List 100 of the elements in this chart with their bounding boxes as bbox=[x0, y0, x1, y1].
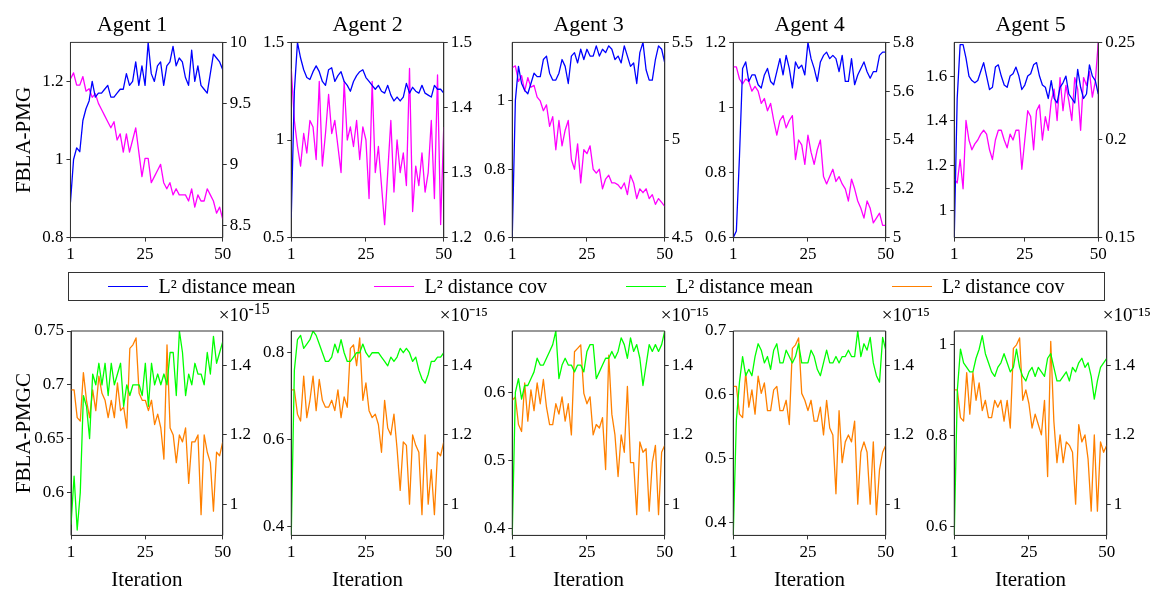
y2-tick-label: 0.25 bbox=[1105, 31, 1135, 51]
x-tick-label: 50 bbox=[1098, 542, 1116, 562]
legend-label: L² distance cov bbox=[941, 275, 1065, 298]
y2-tick-label: 10 bbox=[229, 31, 247, 51]
legend-label: L² distance mean bbox=[675, 275, 814, 298]
x-axis-title: Iteration bbox=[331, 566, 404, 591]
y2-tick-label: 1 bbox=[671, 493, 681, 513]
y2-tick-label: 0.2 bbox=[1105, 129, 1127, 149]
x-tick-label: 50 bbox=[877, 244, 895, 264]
x-axis-title: Iteration bbox=[111, 566, 183, 591]
text: ×10⁻¹⁵ bbox=[881, 304, 930, 327]
y-tick-label: 1.2 bbox=[42, 70, 64, 90]
y2-tick-label: 1.2 bbox=[892, 424, 914, 444]
y2-tick-label: 1.4 bbox=[892, 355, 915, 375]
y2-tick-label: 5.8 bbox=[892, 31, 914, 51]
y-tick-label: 0.6 bbox=[263, 429, 285, 449]
y-axis-title: FBLA-PMGC bbox=[11, 373, 36, 494]
x-tick-label: 50 bbox=[214, 542, 232, 562]
y2-tick-label: 0.15 bbox=[1105, 227, 1135, 247]
y2-tick-label: 1.4 bbox=[671, 355, 694, 375]
x-tick-label: 50 bbox=[1089, 244, 1107, 264]
x-tick-label: 25 bbox=[578, 244, 596, 264]
y2-tick-label: 4.5 bbox=[671, 227, 693, 247]
y-tick-label: 0.6 bbox=[42, 481, 64, 501]
y-tick-label: 0.5 bbox=[484, 449, 506, 469]
x-axis-title: Iteration bbox=[552, 566, 625, 591]
y-tick-label: 0.5 bbox=[705, 448, 727, 468]
y-tick-label: 1 bbox=[275, 129, 285, 149]
chart-title: Agent 5 bbox=[995, 10, 1066, 36]
y-tick-label: 0.4 bbox=[263, 516, 285, 536]
y2-tick-label: 1.5 bbox=[450, 31, 472, 51]
x-tick-label: 50 bbox=[435, 244, 453, 264]
y-tick-label: 0.8 bbox=[484, 158, 506, 178]
legend-label: L² distance cov bbox=[424, 275, 548, 298]
y-tick-label: 1.2 bbox=[926, 155, 948, 175]
y-axis-title: FBLA-PMG bbox=[11, 86, 36, 194]
text: ×10⁻¹⁵ bbox=[439, 304, 488, 327]
y-tick-label: 0.6 bbox=[926, 515, 948, 535]
y2-tick-label: 1.2 bbox=[1113, 424, 1135, 444]
y-tick-label: 0.5 bbox=[263, 227, 285, 247]
x-tick-label: 50 bbox=[656, 244, 674, 264]
x-tick-label: 50 bbox=[435, 542, 453, 562]
y2-tick-label: 5 bbox=[892, 227, 902, 247]
x-axis-title: Iteration bbox=[994, 566, 1067, 591]
y-tick-label: 0.6 bbox=[484, 381, 506, 401]
y-tick-label: 0.6 bbox=[705, 384, 727, 404]
y2-tick-label: 1 bbox=[892, 493, 902, 513]
x-tick-label: 25 bbox=[136, 244, 154, 264]
y-tick-label: 1.5 bbox=[263, 31, 285, 51]
y-tick-label: 0.75 bbox=[34, 320, 64, 340]
y2-tick-label: 1.2 bbox=[229, 424, 251, 444]
x-tick-label: 50 bbox=[877, 542, 895, 562]
text: ×10$^{-15}$ bbox=[218, 299, 270, 327]
y2-tick-label: 5.6 bbox=[892, 80, 914, 100]
y-tick-label: 1.6 bbox=[926, 65, 948, 85]
y2-tick-label: 5 bbox=[671, 129, 681, 149]
x-tick-label: 25 bbox=[578, 542, 596, 562]
y2-tick-label: 5.5 bbox=[671, 31, 693, 51]
y2-tick-label: 5.2 bbox=[892, 178, 914, 198]
y2-tick-label: 1.2 bbox=[671, 424, 693, 444]
y2-tick-label: 1 bbox=[229, 493, 239, 513]
y-tick-label: 0.8 bbox=[705, 162, 727, 181]
y2-tick-label: 1.2 bbox=[450, 227, 472, 247]
y2-tick-label: 1 bbox=[1113, 493, 1123, 513]
y2-tick-label: 8.5 bbox=[229, 214, 251, 234]
chart-title: Agent 1 bbox=[96, 10, 168, 36]
chart-title: Agent 4 bbox=[774, 10, 845, 36]
x-tick-label: 50 bbox=[214, 244, 232, 264]
x-tick-label: 25 bbox=[1016, 244, 1034, 264]
text: ×10⁻¹⁵ bbox=[1102, 304, 1151, 327]
chart-title: Agent 2 bbox=[332, 10, 403, 36]
y2-tick-label: 9 bbox=[229, 153, 239, 173]
y-tick-label: 0.65 bbox=[34, 428, 64, 448]
y-tick-label: 0.8 bbox=[926, 424, 948, 444]
x-tick-label: 25 bbox=[357, 244, 375, 264]
legend-label: L² distance mean bbox=[158, 275, 296, 298]
y-tick-label: 0.4 bbox=[705, 512, 727, 532]
y2-tick-label: 1 bbox=[450, 493, 460, 513]
y-tick-label: 0.7 bbox=[705, 320, 727, 340]
y-tick-label: 0.6 bbox=[705, 227, 727, 247]
y-tick-label: 0.4 bbox=[484, 518, 506, 538]
y-tick-label: 0.7 bbox=[42, 374, 65, 394]
y2-tick-label: 5.4 bbox=[892, 129, 915, 149]
y2-tick-label: 1.4 bbox=[450, 96, 473, 116]
x-tick-label: 25 bbox=[357, 542, 375, 562]
y-tick-label: 0.8 bbox=[263, 342, 285, 362]
x-tick-label: 25 bbox=[799, 244, 817, 264]
y-tick-label: 1 bbox=[717, 96, 727, 116]
x-tick-label: 25 bbox=[1020, 542, 1038, 562]
y2-tick-label: 1.4 bbox=[229, 355, 252, 375]
x-tick-label: 50 bbox=[656, 542, 674, 562]
x-tick-label: 25 bbox=[136, 542, 154, 562]
y2-tick-label: 1.2 bbox=[450, 424, 472, 444]
y-tick-label: 1 bbox=[496, 90, 506, 110]
y-tick-label: 0.6 bbox=[484, 227, 506, 247]
y-tick-label: 0.8 bbox=[42, 227, 64, 247]
y-tick-label: 1.2 bbox=[705, 31, 727, 51]
x-axis-title: Iteration bbox=[773, 566, 846, 591]
y2-tick-label: 1.3 bbox=[450, 162, 472, 181]
chart-title: Agent 3 bbox=[553, 10, 624, 36]
